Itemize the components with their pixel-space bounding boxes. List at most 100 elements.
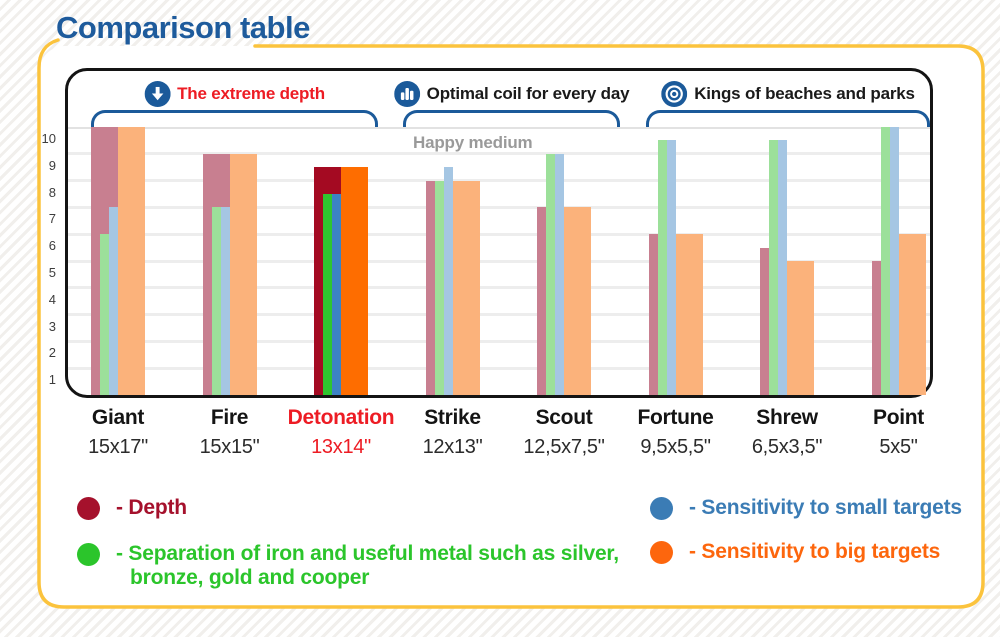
coil-name: Scout bbox=[535, 406, 593, 429]
bar-small bbox=[778, 140, 787, 395]
bar-big bbox=[229, 153, 257, 395]
bar-separation bbox=[434, 180, 444, 395]
coil-name: Detonation bbox=[287, 406, 395, 429]
legend-item-depth: - Depth bbox=[77, 496, 188, 520]
legend-item-small-targets: - Sensitivity to small targets bbox=[650, 496, 962, 520]
bar-separation bbox=[546, 153, 555, 395]
bar-separation bbox=[769, 140, 778, 395]
target-icon bbox=[661, 81, 688, 107]
category-label-fortune: Fortune 9,5x5,5" bbox=[611, 406, 741, 459]
legend-label: - Sensitivity to big targets bbox=[689, 540, 941, 563]
category-label-fire: Fire 15x15" bbox=[165, 406, 295, 459]
bar-small bbox=[220, 207, 230, 395]
bar-group-shrew bbox=[760, 129, 814, 395]
bracket-extreme-depth bbox=[91, 110, 378, 127]
bracket-optimal-coil bbox=[403, 110, 620, 127]
gridline bbox=[68, 286, 930, 290]
y-tick-label: 10 bbox=[41, 131, 56, 146]
coil-name: Fire bbox=[210, 406, 249, 429]
bar-separation bbox=[323, 194, 332, 395]
bar-separation bbox=[211, 207, 221, 395]
bar-separation bbox=[100, 234, 109, 395]
gridline bbox=[68, 366, 930, 370]
category-label-point: Point 5x5" bbox=[834, 406, 964, 459]
bar-small bbox=[109, 207, 118, 395]
bar-big bbox=[118, 127, 145, 395]
section-header-optimal-coil: Optimal coil for every day bbox=[393, 81, 630, 107]
coil-name: Giant bbox=[91, 406, 145, 429]
y-tick-label: 4 bbox=[48, 291, 56, 307]
bar-big bbox=[675, 234, 703, 395]
y-tick-label: 6 bbox=[48, 238, 56, 254]
gridline bbox=[68, 232, 930, 236]
bar-big bbox=[787, 261, 814, 395]
bar-group-fire bbox=[202, 129, 257, 395]
bar-small bbox=[555, 153, 564, 395]
gridline bbox=[68, 152, 930, 156]
y-tick-label: 2 bbox=[48, 345, 56, 361]
coil-name: Point bbox=[873, 406, 924, 429]
bar-chart-icon bbox=[393, 81, 420, 107]
bar-group-point bbox=[871, 127, 926, 395]
bar-small bbox=[332, 194, 341, 395]
coil-size: 12,5x7,5" bbox=[523, 436, 605, 458]
coil-name: Fortune bbox=[637, 406, 714, 429]
bar-group-strike bbox=[425, 129, 480, 395]
bar-big bbox=[898, 234, 926, 395]
coil-size: 12x13" bbox=[422, 436, 483, 458]
bar-big bbox=[341, 167, 368, 395]
category-label-strike: Strike 12x13" bbox=[388, 406, 518, 459]
gridline bbox=[68, 313, 930, 317]
bar-small bbox=[443, 167, 453, 395]
bar-group-detonation bbox=[314, 129, 368, 395]
gridline bbox=[68, 179, 930, 183]
gridline bbox=[68, 259, 930, 263]
y-tick-label: 5 bbox=[48, 265, 56, 280]
category-label-detonation: Detonation 13x14" bbox=[276, 406, 406, 459]
coil-size: 6,5x3,5" bbox=[751, 436, 823, 458]
bar-small bbox=[889, 127, 899, 395]
category-label-giant: Giant 15x17" bbox=[53, 406, 183, 459]
section-label: Kings of beaches and parks bbox=[694, 84, 915, 103]
legend-label: - Depth bbox=[116, 496, 187, 519]
bar-group-scout bbox=[537, 129, 591, 395]
category-label-shrew: Shrew 6,5x3,5" bbox=[722, 406, 852, 459]
section-header-extreme-depth: The extreme depth bbox=[144, 81, 325, 107]
gridline bbox=[68, 205, 930, 209]
section-header-kings-of-beaches: Kings of beaches and parks bbox=[661, 81, 915, 107]
bar-group-fortune bbox=[648, 129, 703, 395]
coil-size: 15x17" bbox=[88, 436, 148, 458]
bar-big bbox=[452, 180, 480, 395]
chart-frame: The extreme depth Optimal coil for every… bbox=[65, 68, 933, 398]
section-label: Optimal coil for every day bbox=[426, 84, 630, 103]
coil-name: Shrew bbox=[756, 406, 818, 429]
separation-color-dot bbox=[77, 543, 100, 566]
y-tick-label: 8 bbox=[48, 184, 56, 200]
y-tick-label: 9 bbox=[48, 157, 56, 173]
small-targets-color-dot bbox=[650, 497, 673, 520]
y-tick-label: 7 bbox=[48, 211, 56, 227]
y-tick-label: 3 bbox=[48, 318, 56, 334]
coil-size: 15x15" bbox=[199, 436, 260, 458]
legend-label: - Sensitivity to small targets bbox=[689, 496, 962, 519]
bar-small bbox=[666, 140, 676, 395]
bracket-kings-of-beaches bbox=[646, 110, 930, 127]
plot-area bbox=[68, 127, 930, 395]
bar-separation bbox=[880, 127, 890, 395]
big-targets-color-dot bbox=[650, 541, 673, 564]
coil-size: 13x14" bbox=[311, 436, 371, 458]
bar-big bbox=[564, 207, 591, 395]
arrow-down-icon bbox=[144, 81, 171, 107]
legend-item-big-targets: - Sensitivity to big targets bbox=[650, 540, 940, 564]
depth-color-dot bbox=[77, 497, 100, 520]
y-tick-label: 1 bbox=[48, 372, 56, 388]
bar-separation bbox=[657, 140, 667, 395]
gridline bbox=[68, 339, 930, 343]
page-title: Comparison table bbox=[56, 10, 310, 45]
coil-size: 5x5" bbox=[879, 436, 918, 458]
section-label: The extreme depth bbox=[177, 84, 325, 103]
happy-medium-label: Happy medium bbox=[413, 133, 533, 152]
category-label-scout: Scout 12,5x7,5" bbox=[499, 406, 629, 459]
